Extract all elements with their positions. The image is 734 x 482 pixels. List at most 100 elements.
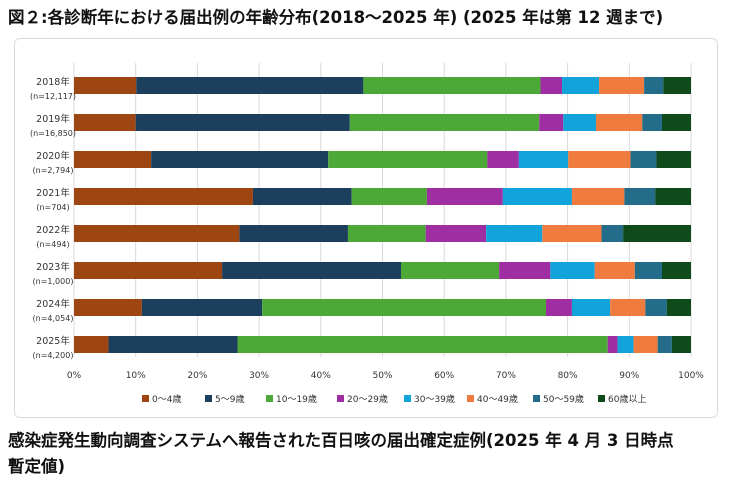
stacked-bar-chart: 2018年 (n=12,117) 2019年 (n=16,850) 2020年 (n=2,… <box>30 63 704 405</box>
bar-segment <box>610 299 646 316</box>
bar-segment <box>222 262 402 279</box>
category-count-label: (n=4,200) <box>33 351 74 360</box>
bar-segment <box>630 151 657 168</box>
bar-segment <box>74 299 142 316</box>
category-count-label: (n=12,117) <box>30 92 76 101</box>
bar-segment <box>347 225 426 242</box>
bar-segment <box>499 262 551 279</box>
x-tick-labels: 0% 10% 20% 30% 40% 50% 60% 70% 80% 90% 100% <box>67 371 704 381</box>
bar-segment <box>563 114 596 131</box>
bar-segment <box>671 336 691 353</box>
bar-segment <box>655 188 691 205</box>
bar-segment <box>239 225 348 242</box>
legend-label: 10～19歳 <box>276 393 317 405</box>
x-tick-label: 100% <box>678 371 704 381</box>
x-tick-label: 60% <box>434 371 454 381</box>
legend-label: 20～29歳 <box>347 393 388 405</box>
bar-segment <box>594 262 635 279</box>
bar-segment <box>74 188 253 205</box>
category-count-label: (n=494) <box>36 240 69 249</box>
bar-segment <box>656 151 691 168</box>
category-label: 2018年 <box>36 76 70 88</box>
category-label: 2024年 <box>36 298 70 310</box>
bar-segment <box>74 336 109 353</box>
bar-segment <box>634 262 663 279</box>
x-tick-label: 0% <box>67 371 82 381</box>
chart-frame: 2018年 (n=12,117) 2019年 (n=16,850) 2020年 (n=2,… <box>14 38 718 418</box>
bar-segment <box>601 225 624 242</box>
bar-segment <box>486 225 543 242</box>
bars <box>74 77 691 353</box>
category-label: 2022年 <box>36 224 70 236</box>
bar-segment <box>237 336 608 353</box>
category-count-label: (n=2,794) <box>33 166 74 175</box>
legend-swatch <box>266 395 273 402</box>
bar-segment <box>74 262 223 279</box>
bar-segment <box>539 114 564 131</box>
bar-segment <box>550 262 595 279</box>
figure-title: 図２:各診断年における届出例の年齢分布(2018～2025 年) (2025 年… <box>8 8 664 27</box>
bar-segment <box>74 225 240 242</box>
x-tick-label: 40% <box>311 371 331 381</box>
bar-segment <box>74 151 152 168</box>
bar-segment <box>108 336 238 353</box>
legend-label: 50～59歳 <box>543 393 584 405</box>
bar-segment <box>642 114 663 131</box>
x-tick-label: 20% <box>187 371 207 381</box>
legend-swatch <box>533 395 540 402</box>
bar-segment <box>262 299 547 316</box>
category-label: 2023年 <box>36 261 70 273</box>
legend-swatch <box>467 395 474 402</box>
bar-segment <box>502 188 572 205</box>
bar-segment <box>363 77 541 94</box>
category-count-label: (n=704) <box>36 203 69 212</box>
bar-segment <box>571 299 611 316</box>
bar-segment <box>151 151 329 168</box>
bar-segment <box>633 336 658 353</box>
category-label: 2025年 <box>36 335 70 347</box>
bar-segment <box>662 262 691 279</box>
bar-segment <box>662 114 691 131</box>
bar-segment <box>252 188 352 205</box>
x-tick-label: 50% <box>372 371 392 381</box>
legend-swatch <box>205 395 212 402</box>
x-tick-label: 70% <box>496 371 516 381</box>
bar-segment <box>518 151 569 168</box>
x-tick-label: 10% <box>126 371 146 381</box>
bar-segment <box>351 188 427 205</box>
bar-segment <box>426 188 503 205</box>
category-label: 2019年 <box>36 113 70 125</box>
bar-segment <box>349 114 540 131</box>
bar-segment <box>663 77 691 94</box>
caption-line-2: 暫定値) <box>8 457 66 476</box>
bar-segment <box>487 151 519 168</box>
figure-caption: 感染症発生動向調査システムへ報告された百日咳の届出確定症例(2025 年 4 月… <box>8 428 728 480</box>
bar-segment <box>74 114 136 131</box>
legend-swatch <box>142 395 149 402</box>
bar-segment <box>571 188 625 205</box>
bar-segment <box>595 114 643 131</box>
bar-segment <box>568 151 631 168</box>
bar-segment <box>542 225 602 242</box>
bar-segment <box>401 262 500 279</box>
bar-segment <box>624 188 656 205</box>
bar-segment <box>645 299 667 316</box>
bar-segment <box>425 225 487 242</box>
bar-segment <box>328 151 488 168</box>
x-tick-label: 90% <box>619 371 639 381</box>
bar-segment <box>135 114 350 131</box>
legend-swatch <box>598 395 605 402</box>
bar-segment <box>644 77 664 94</box>
legend-label: 30～39歳 <box>414 393 455 405</box>
x-tick-label: 80% <box>558 371 578 381</box>
bar-segment <box>540 77 563 94</box>
legend-swatch <box>337 395 344 402</box>
category-count-label: (n=16,850) <box>30 129 76 138</box>
bar-segment <box>562 77 600 94</box>
bar-segment <box>623 225 691 242</box>
category-label: 2020年 <box>36 150 70 162</box>
legend-swatch <box>404 395 411 402</box>
bar-segment <box>607 336 618 353</box>
bar-segment <box>599 77 645 94</box>
bar-segment <box>617 336 634 353</box>
